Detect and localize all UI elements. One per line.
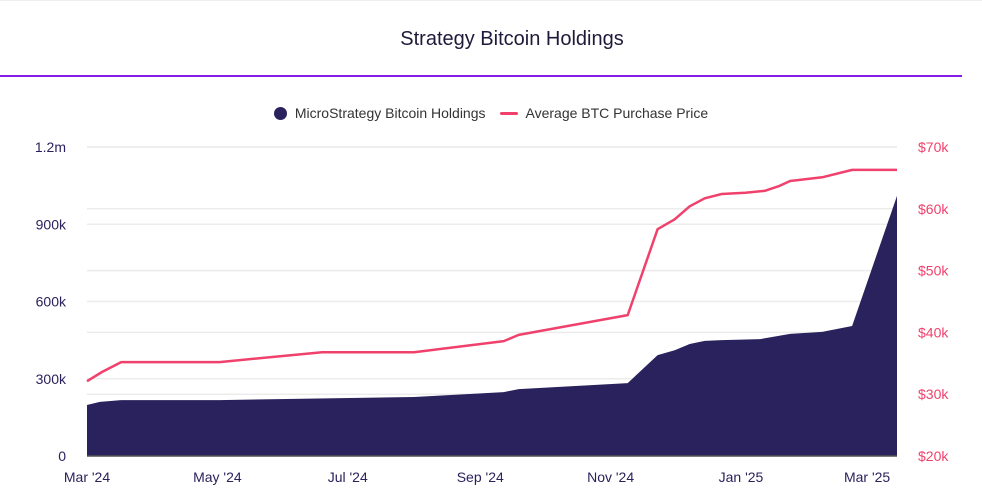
legend-item-price[interactable]: Average BTC Purchase Price [499,105,709,121]
x-tick-label: May '24 [193,469,242,485]
x-tick-label: Mar '24 [64,469,110,485]
y-right-tick-label: $70k [918,139,949,155]
legend-label-holdings: MicroStrategy Bitcoin Holdings [294,105,486,121]
x-tick-label: Sep '24 [457,469,504,485]
x-tick-label: Nov '24 [587,469,634,485]
chart-title: Strategy Bitcoin Holdings [400,28,624,50]
y-right-tick-label: $50k [918,263,949,279]
legend-item-holdings[interactable]: MicroStrategy Bitcoin Holdings [273,105,486,121]
y-right-tick-label: $30k [918,386,949,402]
y-left-tick-label: 0 [58,448,66,464]
x-tick-label: Jul '24 [328,469,368,485]
legend-label-price: Average BTC Purchase Price [525,105,709,121]
top-border [0,0,982,1]
y-left-tick-label: 900k [36,216,67,232]
holdings-area [87,195,897,456]
legend: MicroStrategy Bitcoin Holdings Average B… [0,105,982,121]
y-left-tick-label: 1.2m [35,139,66,155]
price-line [86,168,897,383]
title-divider [0,75,962,77]
x-tick-label: Jan '25 [719,469,764,485]
y-right-tick-label: $60k [918,201,949,217]
y-right-tick-label: $20k [918,448,949,464]
x-tick-label: Mar '25 [844,469,890,485]
y-left-tick-label: 300k [36,371,67,387]
y-left-tick-label: 600k [36,294,67,310]
legend-swatch-holdings [273,106,287,120]
y-right-tick-label: $40k [918,324,949,340]
legend-swatch-price [499,111,518,115]
